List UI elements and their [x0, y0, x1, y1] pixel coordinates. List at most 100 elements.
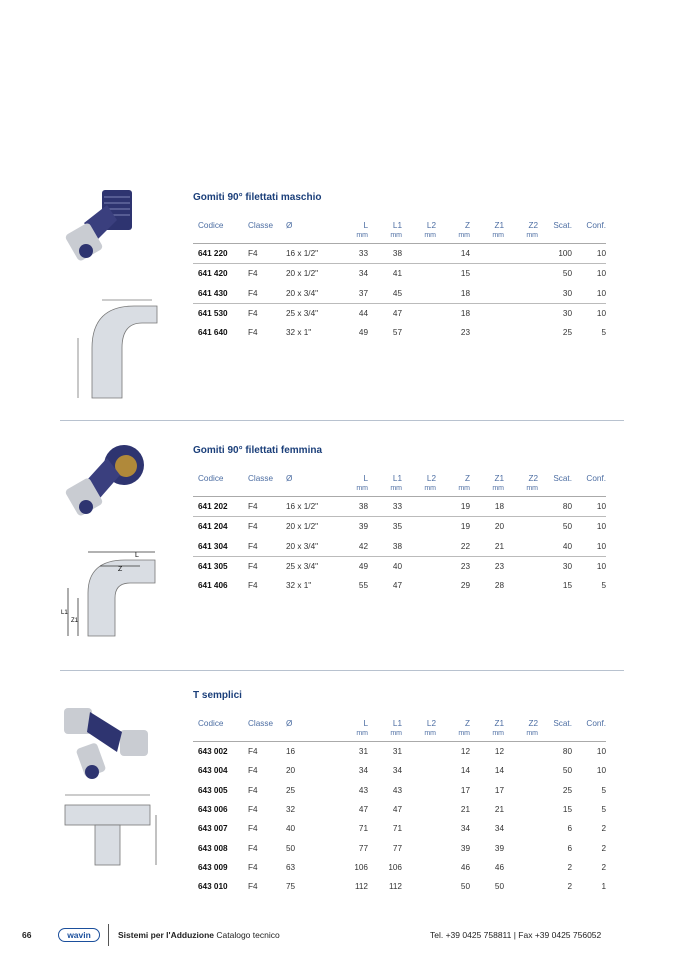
- cell-conf: 10: [596, 562, 606, 572]
- column-label: Scat.: [553, 719, 572, 728]
- cell-: 75: [286, 882, 296, 892]
- cell-z2: [504, 303, 538, 323]
- cell-: 40: [286, 824, 296, 834]
- section-title: Gomiti 90° filettati femmina: [193, 445, 323, 456]
- cell-l1: 47: [392, 581, 402, 591]
- cell-classe: F4: [248, 269, 258, 279]
- cell-: 25 x 3/4": [286, 562, 319, 572]
- cell-z: 15: [460, 269, 470, 279]
- column-label: Ø: [286, 474, 293, 483]
- contact-info: Tel. +39 0425 758811 | Fax +39 0425 7560…: [430, 930, 602, 940]
- cell-z1: [470, 243, 504, 265]
- column-label: Conf.: [586, 221, 606, 230]
- cell-l1: 47: [392, 805, 402, 815]
- table-row: 643 005 F4 25 43 43 17 17 25 5: [193, 781, 606, 800]
- cell-l2: [402, 819, 436, 838]
- cell-scat: 2: [567, 882, 572, 892]
- cell-conf: 5: [601, 581, 606, 591]
- column-label: Conf.: [586, 719, 606, 728]
- cell-: 16: [286, 747, 296, 757]
- cell-scat: 40: [538, 536, 572, 557]
- cell-l: 106: [354, 862, 368, 872]
- cell-z1: 23: [494, 562, 504, 572]
- cell-z2: [504, 761, 538, 780]
- tee-photo: [64, 708, 148, 779]
- cell-codice: 643 007: [198, 824, 228, 834]
- cell-: 20 x 1/2": [286, 522, 319, 532]
- column-label: Ø: [286, 221, 293, 230]
- column-label: L2: [426, 474, 436, 483]
- column-label: Codice: [198, 474, 224, 483]
- column-label: Codice: [198, 221, 224, 230]
- cell-l1: 57: [392, 328, 402, 338]
- cell-z: 12: [460, 747, 470, 757]
- cell-scat: 100: [538, 243, 572, 265]
- column-unit: mm: [356, 232, 368, 239]
- cell-z1: 17: [494, 785, 504, 795]
- column-label: Conf.: [586, 474, 606, 483]
- cell-: 20 x 1/2": [286, 269, 319, 279]
- column-label: L1: [392, 221, 402, 230]
- cell-z1: [470, 303, 504, 323]
- cell-z: 18: [460, 309, 470, 319]
- cell-l: 44: [358, 309, 368, 319]
- cell-z: 19: [460, 522, 470, 532]
- dim-label: Z: [118, 566, 123, 573]
- cell-z2: [504, 576, 538, 595]
- cell-z1: 50: [494, 882, 504, 892]
- dim-label: Z1: [71, 618, 79, 624]
- cell-scat: 2: [567, 862, 572, 872]
- column-label: Z2: [528, 221, 538, 230]
- brand-bold: Sistemi per l'Adduzione: [118, 930, 215, 940]
- cell-z: 39: [460, 843, 470, 853]
- column-label: L: [363, 474, 368, 483]
- column-unit: mm: [492, 232, 504, 239]
- cell-z2: [504, 517, 538, 537]
- cell-l: 43: [358, 785, 368, 795]
- cell-scat: 25: [562, 328, 572, 338]
- column-unit: mm: [458, 485, 470, 492]
- column-header: Codice: [193, 719, 248, 742]
- column-header: L2 mm: [402, 474, 436, 497]
- cell-l2: [402, 781, 436, 800]
- cell-conf: 2: [601, 862, 606, 872]
- cell-classe: F4: [248, 536, 286, 557]
- table-row: 641 430 F4 20 x 3/4" 37 45 18 30 10: [193, 283, 606, 304]
- column-header: L2 mm: [402, 719, 436, 742]
- cell-classe: F4: [248, 581, 258, 591]
- cell-classe: F4: [248, 747, 258, 757]
- cell-l1: 31: [392, 747, 402, 757]
- table-row: 643 009 F4 63 106 106 46 46 2 2: [193, 858, 606, 877]
- cell-codice: 641 202: [193, 496, 248, 518]
- cell-z2: [504, 858, 538, 877]
- section-divider: [60, 670, 624, 671]
- cell-z: 18: [436, 283, 470, 304]
- column-label: Scat.: [553, 221, 572, 230]
- cell-conf: 10: [596, 309, 606, 319]
- cell-z: 14: [460, 766, 470, 776]
- cell-classe: F4: [248, 785, 258, 795]
- column-header: Conf.: [572, 474, 606, 497]
- cell-l: 37: [336, 283, 368, 304]
- column-header: Z1 mm: [470, 221, 504, 244]
- cell-z2: [504, 877, 538, 896]
- column-header: L1 mm: [368, 719, 402, 742]
- cell-classe: F4: [248, 283, 286, 304]
- column-unit: mm: [390, 232, 402, 239]
- column-unit: mm: [458, 232, 470, 239]
- column-header: Classe: [248, 221, 286, 244]
- cell-conf: 10: [596, 747, 606, 757]
- cell-l2: [402, 838, 436, 857]
- column-unit: mm: [424, 232, 436, 239]
- cell-scat: 30: [562, 309, 572, 319]
- cell-l2: [402, 761, 436, 780]
- dim-label: L1: [61, 610, 68, 616]
- cell-l: 38: [336, 496, 368, 518]
- table-row: 643 006 F4 32 47 47 21 21 15 5: [193, 800, 606, 819]
